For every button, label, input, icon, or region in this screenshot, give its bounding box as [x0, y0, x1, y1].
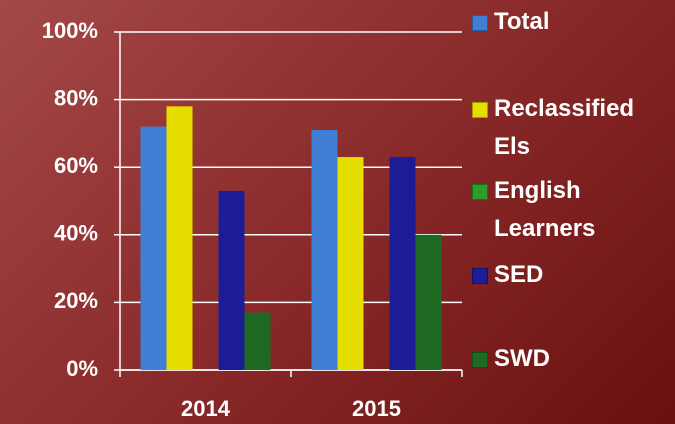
- legend-item: English Learners: [472, 172, 672, 248]
- legend-swatch: [472, 352, 488, 368]
- y-tick-label: 20%: [54, 288, 98, 313]
- bar: [140, 126, 167, 370]
- x-tick-label: 2015: [352, 396, 401, 421]
- legend-label: Reclassified Els: [494, 95, 635, 160]
- legend-label: English Learners: [494, 177, 596, 242]
- y-tick-label: 100%: [42, 18, 98, 43]
- x-tick-label: 2014: [181, 396, 231, 421]
- legend-item: SED: [472, 256, 672, 294]
- legend-label: SWD: [494, 345, 550, 372]
- bar: [415, 234, 442, 370]
- legend-item: Total: [472, 3, 672, 41]
- legend-swatch: [472, 15, 488, 31]
- y-tick-label: 40%: [54, 221, 98, 246]
- legend-swatch: [472, 184, 488, 200]
- bar: [337, 157, 364, 370]
- y-tick-label: 0%: [66, 356, 98, 381]
- bar: [244, 312, 271, 370]
- legend-label: SED: [494, 261, 544, 288]
- legend-swatch: [472, 102, 488, 118]
- y-tick-label: 60%: [54, 153, 98, 178]
- bar: [311, 130, 338, 370]
- bar: [389, 157, 416, 370]
- legend-item: Reclassified Els: [472, 90, 672, 166]
- legend-item: SWD: [472, 340, 672, 378]
- legend-swatch: [472, 268, 488, 284]
- bar: [166, 106, 193, 371]
- bar: [218, 190, 245, 370]
- y-tick-label: 80%: [54, 85, 98, 110]
- legend-label: Total: [494, 8, 550, 35]
